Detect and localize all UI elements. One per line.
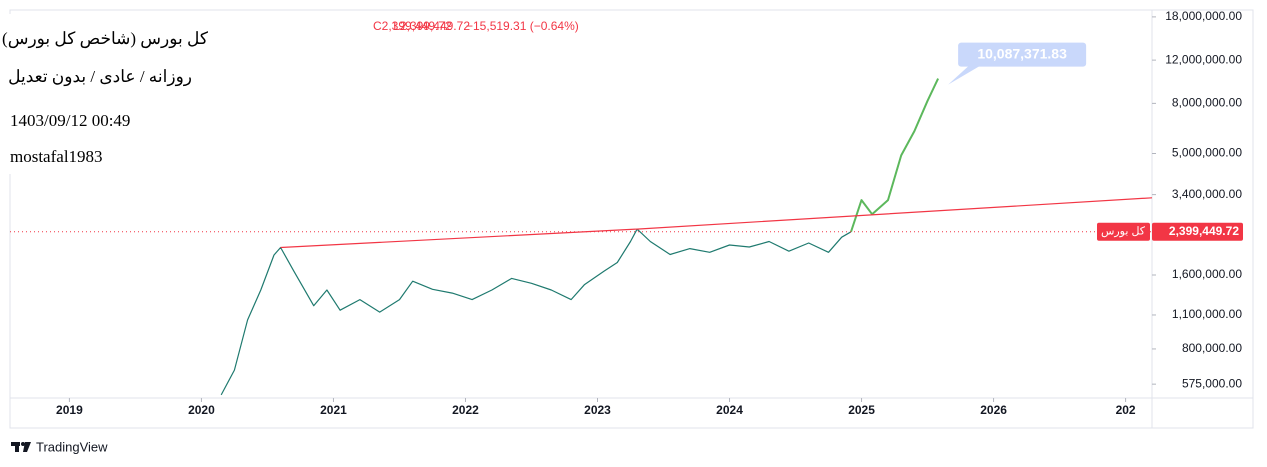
series-tag-box: [1097, 222, 1150, 241]
symbol-name: کل بورس (شاخص کل بورس): [2, 29, 208, 48]
callout-label: 10,087,371.83: [977, 45, 1067, 61]
last-price-label: 2,399,449.72: [1169, 224, 1239, 238]
plot-area: [10, 78, 1152, 396]
ohlc-change: −15,519.31 (−0.64%): [466, 19, 579, 33]
y-tick-label: 12,000,000.00: [1165, 52, 1242, 66]
x-tick-label: 2025: [848, 403, 875, 417]
y-tick-label: 5,000,000.00: [1172, 146, 1242, 160]
x-tick-label: 2023: [584, 403, 611, 417]
y-tick-label: 18,000,000.00: [1165, 9, 1242, 23]
last-price-box: [1152, 222, 1243, 241]
series-tag: کل بورس: [1101, 226, 1146, 238]
y-tick-label: 1,600,000.00: [1172, 267, 1242, 281]
datetime: 1403/09/12 00:49: [10, 111, 131, 130]
y-tick-label: 575,000.00: [1182, 376, 1242, 390]
ohlc-close: C2,399,449.72: [373, 19, 452, 33]
x-tick-label: 2026: [980, 403, 1007, 417]
series-line: [850, 78, 940, 233]
frame: [9, 9, 1254, 429]
x-tick-label: 2022: [452, 403, 479, 417]
x-ticks: 2019 2020 2021 2022 2023 2024 2025 2026 202: [56, 398, 1136, 417]
legend-overlay: [0, 14, 258, 174]
settings: روزانه / عادی / بدون تعدیل: [8, 67, 192, 86]
y-tick-label: 800,000.00: [1182, 341, 1242, 355]
callout-box: [958, 42, 1087, 67]
x-tick-label: 2019: [56, 403, 83, 417]
series-line: [280, 197, 1152, 249]
tv-logo: [11, 442, 31, 452]
brand: TradingView: [36, 439, 108, 454]
series-line: [220, 228, 852, 396]
y-tick-label: 8,000,000.00: [1172, 96, 1242, 110]
x-tick-label: 2024: [716, 403, 743, 417]
x-tick-label: 2020: [188, 403, 215, 417]
y-tick-label: 3,400,000.00: [1172, 187, 1242, 201]
user: mostafal1983: [10, 147, 103, 166]
callout-pointer: [948, 64, 983, 85]
y-tick-label: 1,100,000.00: [1172, 307, 1242, 321]
axes: 575,000.00 800,000.00 1,100,000.00 1,600,00…: [56, 9, 1243, 417]
x-tick-label: 2021: [320, 403, 347, 417]
x-tick-label: 202: [1116, 403, 1136, 417]
ohlc-low: L2,399,449.72: [393, 19, 470, 33]
